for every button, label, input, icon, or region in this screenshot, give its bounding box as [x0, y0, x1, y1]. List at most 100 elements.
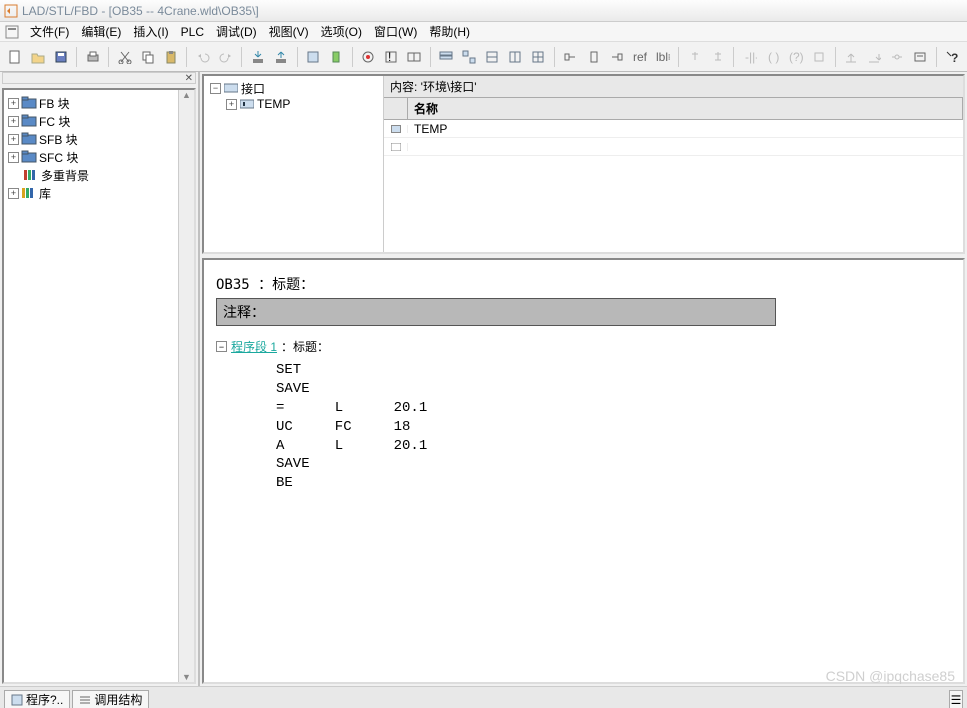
expand-icon[interactable]: + [8, 152, 19, 163]
jmp1-button [684, 46, 705, 68]
menu-编辑(E)[interactable]: 编辑(E) [75, 23, 127, 41]
svg-text:( ): ( ) [768, 50, 779, 64]
tree-label: FB 块 [39, 95, 70, 112]
open-branch-button: ( ) [762, 46, 783, 68]
interface-root-label: 接口 [241, 80, 265, 97]
upload-button[interactable] [270, 46, 291, 68]
folder-icon [21, 150, 37, 164]
grid-header-icon-col [384, 98, 408, 119]
svg-text:lbl≡: lbl≡ [656, 50, 670, 64]
grid-header-name[interactable]: 名称 [408, 98, 963, 119]
interface-tree: − 接口 + TEMP [204, 76, 384, 252]
svg-text:ref: ref [633, 50, 647, 64]
menu-插入(I)[interactable]: 插入(I) [127, 23, 174, 41]
comment-button[interactable] [910, 46, 931, 68]
grid-row-icon [384, 125, 408, 133]
zoom-out-button[interactable]: ! [381, 46, 402, 68]
menubar: 文件(F)编辑(E)插入(I)PLC调试(D)视图(V)选项(O)窗口(W)帮助… [0, 22, 967, 42]
interface-icon [223, 81, 239, 95]
block-catalog: + FB 块 + FC 块 + SFB 块 + SFC 块多重背景+库 ▲▼ [2, 88, 196, 684]
menu-帮助(H)[interactable]: 帮助(H) [423, 23, 476, 41]
stl-button[interactable] [528, 46, 549, 68]
coil-button [887, 46, 908, 68]
system-menu-icon[interactable] [4, 24, 20, 40]
bottom-tab[interactable]: 调用结构 [72, 690, 149, 708]
menu-窗口(W)[interactable]: 窗口(W) [368, 23, 423, 41]
segment-collapse-icon[interactable]: − [216, 341, 227, 352]
tab-list-icon[interactable]: ☰ [949, 690, 963, 708]
stl-code[interactable]: SET SAVE = L 20.1 UC FC 18 A L 20.1 SAVE… [276, 361, 951, 493]
expand-icon[interactable]: + [8, 188, 19, 199]
toolbar: !reflbl≡-||-( )(?)? [0, 42, 967, 72]
grid-new-row-icon[interactable] [384, 143, 408, 151]
tab-label: 程序?.. [26, 691, 63, 708]
help-button[interactable]: ? [942, 46, 963, 68]
new-button[interactable] [4, 46, 25, 68]
tree-item[interactable]: + SFB 块 [6, 130, 192, 148]
collapse-icon[interactable]: − [210, 83, 221, 94]
folder-icon [21, 96, 37, 110]
tree-label: SFB 块 [39, 131, 78, 148]
catalog-button[interactable] [436, 46, 457, 68]
download-button[interactable] [247, 46, 268, 68]
tags-button[interactable]: lbl≡ [652, 46, 673, 68]
node1-button[interactable] [560, 46, 581, 68]
titlebar: LAD/STL/FBD - [OB35 -- 4Crane.wld\OB35\] [0, 0, 967, 22]
close-icon[interactable]: ✕ [185, 73, 193, 84]
cut-button[interactable] [114, 46, 135, 68]
left-pane-close-strip: ✕ [2, 72, 196, 84]
lad-button[interactable] [505, 46, 526, 68]
print-button[interactable] [82, 46, 103, 68]
folder-icon [23, 168, 39, 182]
tab-label: 调用结构 [94, 691, 142, 708]
assign-button: -||- [739, 46, 760, 68]
tree-item[interactable]: +库 [6, 184, 192, 202]
comment-box[interactable]: 注释： [216, 298, 776, 326]
open-button[interactable] [27, 46, 48, 68]
app-icon [4, 4, 18, 18]
paste-button[interactable] [160, 46, 181, 68]
menu-调试(D)[interactable]: 调试(D) [210, 23, 263, 41]
menu-文件(F)[interactable]: 文件(F) [24, 23, 75, 41]
tree-label: SFC 块 [39, 149, 78, 166]
tree-item[interactable]: + SFC 块 [6, 148, 192, 166]
bookmark-button[interactable] [326, 46, 347, 68]
online-button[interactable] [358, 46, 379, 68]
node3-button[interactable] [606, 46, 627, 68]
fbd-button[interactable] [482, 46, 503, 68]
interface-grid[interactable]: TEMP [384, 120, 963, 252]
tree-item[interactable]: + FC 块 [6, 112, 192, 130]
tree-item[interactable]: + FB 块 [6, 94, 192, 112]
temp-icon [239, 97, 255, 111]
zoom-in-button[interactable] [404, 46, 425, 68]
interface-temp-label: TEMP [257, 97, 290, 111]
tree-label: 多重背景 [41, 167, 89, 184]
bottom-tab[interactable]: 程序?.. [4, 690, 70, 708]
down-button [864, 46, 885, 68]
module-button[interactable] [302, 46, 323, 68]
expand-icon[interactable]: + [8, 98, 19, 109]
node2-button[interactable] [583, 46, 604, 68]
network-button[interactable] [459, 46, 480, 68]
jmp2-button [707, 46, 728, 68]
undo-button [192, 46, 213, 68]
block-title: OB35 ：标题： [216, 274, 951, 294]
interface-panel: − 接口 + TEMP 内容: '环 [202, 74, 965, 254]
title-text: LAD/STL/FBD - [OB35 -- 4Crane.wld\OB35\] [22, 4, 259, 18]
menu-视图(V)[interactable]: 视图(V) [263, 23, 315, 41]
folder-icon [21, 132, 37, 146]
expand-icon[interactable]: + [8, 134, 19, 145]
scrollbar[interactable]: ▲▼ [178, 90, 194, 682]
copy-button[interactable] [137, 46, 158, 68]
ref-button[interactable]: ref [629, 46, 650, 68]
menu-PLC[interactable]: PLC [175, 23, 210, 41]
menu-选项(O)[interactable]: 选项(O) [315, 23, 368, 41]
tree-item[interactable]: 多重背景 [6, 166, 192, 184]
expand-icon[interactable]: + [226, 99, 237, 110]
tab-icon [11, 694, 23, 706]
code-editor[interactable]: OB35 ：标题： 注释： − 程序段 1 ：标题： SET SAVE = L … [202, 258, 965, 684]
save-button[interactable] [50, 46, 71, 68]
segment-name[interactable]: 程序段 1 [231, 338, 277, 355]
tree-label: FC 块 [39, 113, 70, 130]
expand-icon[interactable]: + [8, 116, 19, 127]
